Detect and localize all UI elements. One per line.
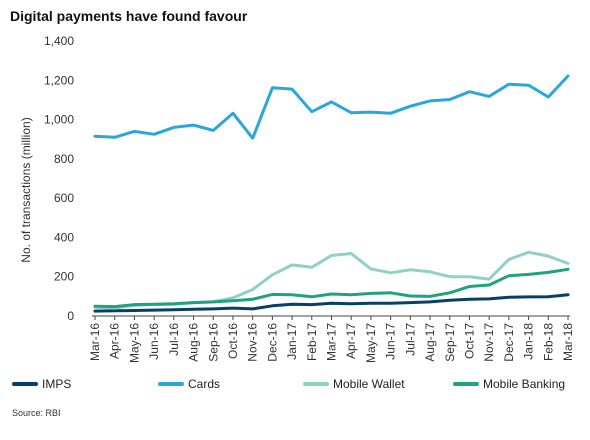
series-line-mobile-banking — [93, 267, 570, 309]
legend-item-mobile-wallet: Mobile Wallet — [303, 377, 405, 391]
x-tick-label: Jun-17 — [384, 323, 398, 360]
x-tick-label: May-17 — [364, 323, 378, 363]
series-line-imps — [93, 293, 570, 313]
x-tick-label: Dec-17 — [502, 323, 516, 362]
legend-item-imps: IMPS — [12, 377, 71, 391]
y-tick-label: 200 — [54, 270, 74, 284]
x-tick-label: Jun-16 — [147, 323, 161, 360]
legend-label: Mobile Banking — [483, 377, 565, 391]
x-tick-label: Jan-18 — [522, 323, 536, 360]
x-tick-label: Oct-17 — [462, 323, 476, 359]
y-axis: 0 200 400 600 800 1,000 1,200 1,400 — [44, 34, 74, 323]
y-tick-label: 800 — [54, 152, 74, 166]
x-tick-label: Oct-16 — [226, 323, 240, 359]
x-tick-label: Dec-16 — [265, 323, 279, 362]
x-tick-label: Apr-17 — [344, 323, 358, 359]
x-tick-label: Sep-17 — [443, 323, 457, 362]
y-tick-label: 1,400 — [44, 34, 74, 48]
x-tick-label: Feb-17 — [305, 323, 319, 361]
x-tick-label: Jul-16 — [167, 323, 181, 356]
x-tick-label: Feb-18 — [541, 323, 555, 361]
x-tick-label: Mar-18 — [561, 323, 575, 361]
x-tick-label: Jan-17 — [285, 323, 299, 360]
y-tick-label: 400 — [54, 230, 74, 244]
y-tick-label: 1,000 — [44, 113, 74, 127]
legend-label: Cards — [188, 377, 220, 391]
legend-item-mobile-banking: Mobile Banking — [453, 377, 565, 391]
x-tick-label: Apr-16 — [108, 323, 122, 359]
source-note: Source: RBI — [12, 408, 61, 418]
legend-label: IMPS — [42, 377, 71, 391]
x-axis: Mar-16 Apr-16 May-16 Jun-16 Jul-16 Aug-16 Sep-… — [88, 315, 575, 363]
series-line-cards — [93, 74, 570, 140]
x-tick-label: Sep-16 — [206, 323, 220, 362]
x-tick-label: Nov-16 — [246, 323, 260, 362]
x-tick-label: Aug-17 — [423, 323, 437, 362]
series-layer — [93, 74, 570, 313]
y-axis-title: No. of transactions (million) — [19, 117, 33, 262]
legend-item-cards: Cards — [158, 377, 220, 391]
x-tick-label: Mar-16 — [88, 323, 102, 361]
x-tick-label: Aug-16 — [187, 323, 201, 362]
y-tick-label: 0 — [67, 309, 74, 323]
legend: IMPS Cards Mobile Wallet Mobile Banking — [12, 377, 565, 391]
chart-title: Digital payments have found favour — [10, 8, 248, 24]
x-tick-label: May-16 — [127, 323, 141, 363]
y-tick-label: 1,200 — [44, 73, 74, 87]
x-tick-label: Jul-17 — [403, 323, 417, 356]
x-tick-label: Mar-17 — [325, 323, 339, 361]
x-tick-label: Nov-17 — [482, 323, 496, 362]
legend-label: Mobile Wallet — [333, 377, 405, 391]
y-tick-label: 600 — [54, 191, 74, 205]
